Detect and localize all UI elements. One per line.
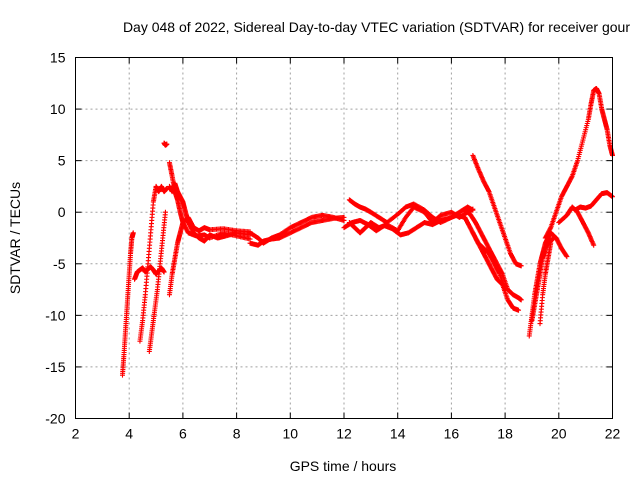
y-tick-label: -20	[45, 411, 65, 427]
y-tick-label: -15	[45, 359, 65, 375]
y-tick-label: 0	[58, 204, 66, 220]
x-tick-label: 22	[605, 426, 621, 442]
x-axis-label: GPS time / hours	[290, 458, 397, 474]
x-tick-label: 8	[233, 426, 241, 442]
data-point	[591, 242, 597, 248]
x-tick-label: 12	[336, 426, 352, 442]
data-point	[548, 240, 554, 246]
data-marks	[119, 85, 615, 378]
data-point	[341, 214, 347, 220]
data-point	[164, 141, 170, 147]
y-tick-label: 10	[50, 101, 66, 117]
y-tick-label: -5	[53, 256, 66, 272]
series-track-o	[462, 207, 524, 303]
x-tick-label: 20	[551, 426, 567, 442]
data-point	[470, 207, 476, 213]
y-tick-label: 15	[50, 50, 66, 66]
series-track-d	[146, 209, 168, 354]
data-point	[130, 230, 136, 236]
series-track-g	[166, 214, 253, 298]
series-track-b	[132, 264, 167, 282]
series-track-e	[161, 140, 170, 148]
data-point	[161, 269, 167, 275]
series-track-x	[572, 190, 615, 213]
x-tick-label: 10	[283, 426, 299, 442]
series-track-a	[119, 230, 136, 378]
series-track-n	[470, 152, 524, 269]
chart-title: Day 048 of 2022, Sidereal Day-to-day VTE…	[123, 19, 630, 35]
y-tick-label: 5	[58, 153, 66, 169]
x-tick-label: 16	[444, 426, 460, 442]
x-tick-label: 2	[72, 426, 80, 442]
data-point	[502, 287, 508, 293]
series-track-q	[470, 230, 508, 293]
tick-labels: 2 4 6 8 10 12 14 16 18 20 22 15 10 5 0 -5 -10 -15 -20	[45, 50, 620, 442]
series-track-m	[341, 212, 468, 238]
x-tick-label: 4	[125, 426, 133, 442]
x-tick-label: 18	[497, 426, 513, 442]
data-point	[518, 263, 524, 269]
series-track-w	[556, 204, 597, 248]
data-point	[564, 254, 570, 260]
series-track-t	[537, 240, 554, 327]
series-track-v	[542, 230, 570, 260]
series-track-h	[166, 180, 253, 244]
data-point	[518, 297, 524, 303]
x-tick-label: 6	[179, 426, 187, 442]
series-track-j	[247, 214, 347, 248]
plot-frame	[75, 57, 613, 419]
x-tick-label: 14	[390, 426, 406, 442]
y-tick-label: -10	[45, 307, 65, 323]
series-track-c	[137, 183, 170, 344]
grid	[75, 57, 613, 419]
data-point	[516, 307, 522, 313]
data-point	[162, 209, 168, 215]
y-axis-label: SDTVAR / TECUs	[7, 182, 23, 294]
